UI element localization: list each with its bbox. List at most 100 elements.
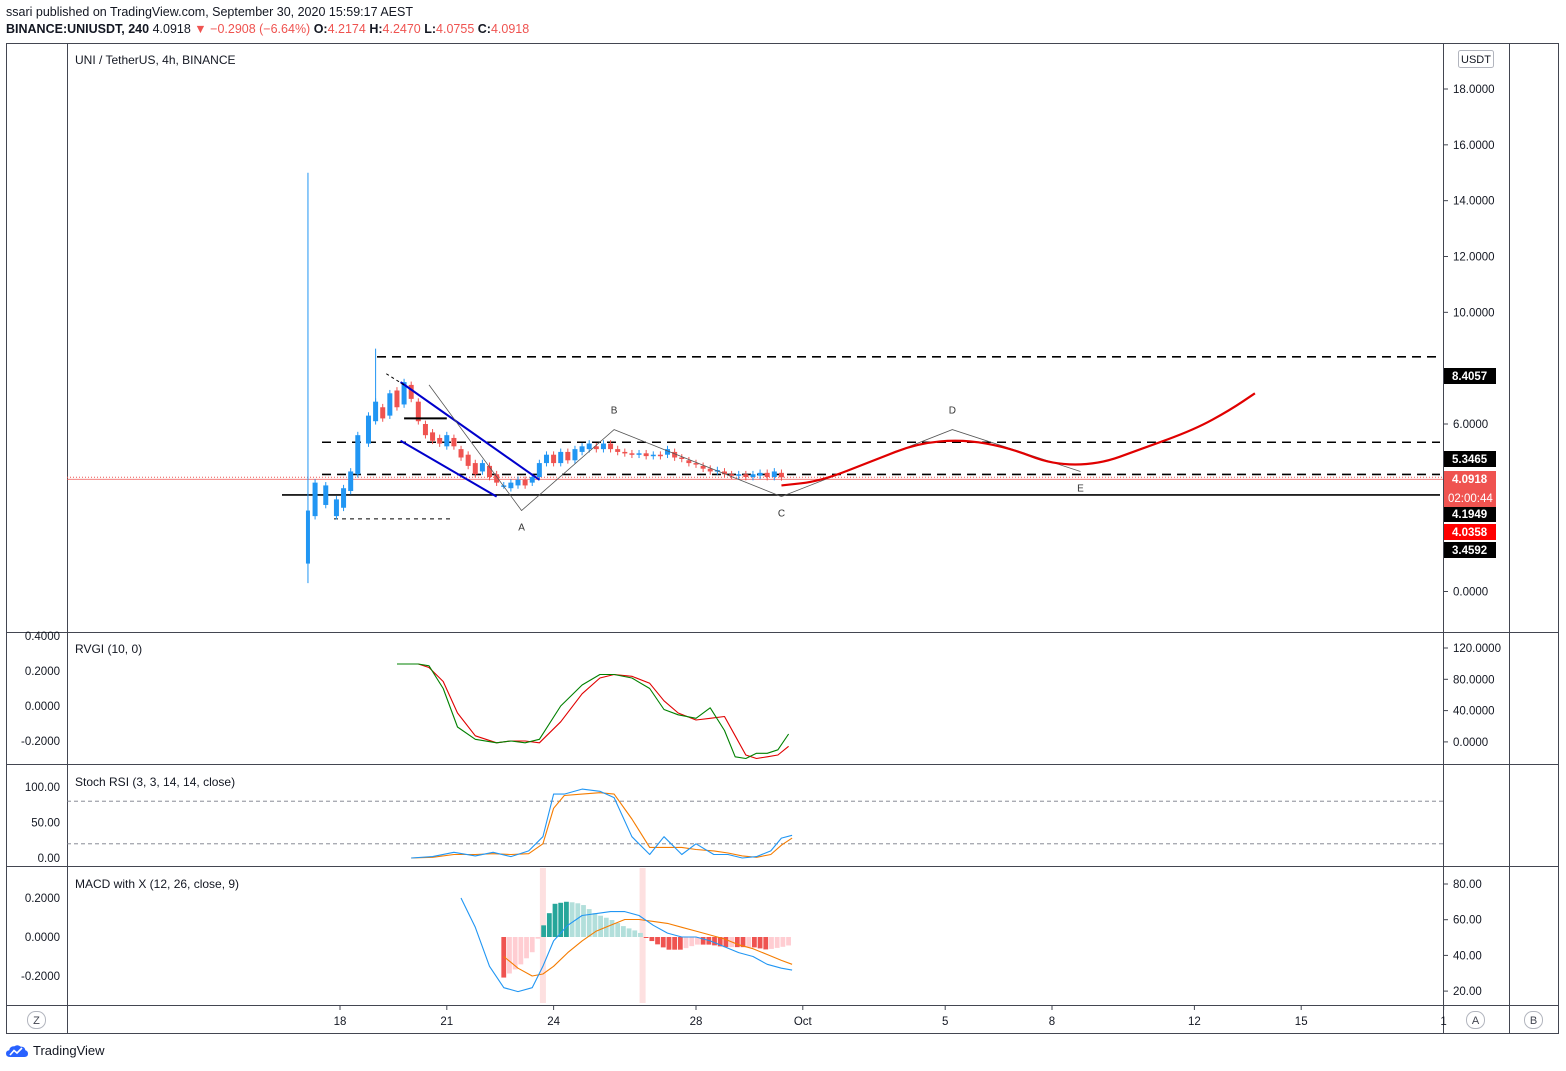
xtick-label-7: 12 <box>1188 1016 1201 1028</box>
macd-hist-bar-22 <box>626 928 632 937</box>
pattern-point-label-3: C <box>778 509 785 520</box>
close-label: C: <box>477 22 491 36</box>
candle-body-8 <box>380 407 386 419</box>
rvgi-ytick-left-2: 0.0000 <box>25 701 60 713</box>
macd-hist-bar-34 <box>695 937 700 945</box>
candle-body-41 <box>615 449 621 452</box>
macd-hist-bar-47 <box>769 937 774 949</box>
macd-hist-bar-37 <box>712 937 717 946</box>
macd-hist-bar-4 <box>524 937 529 959</box>
price-label-1: 5.3465 <box>1452 454 1488 466</box>
time-axis[interactable]: 18 21 24 28 Oct 5 8 12 15 1 <box>334 1005 1447 1028</box>
price-label-bg-1 <box>1444 451 1496 467</box>
candle-body-53 <box>700 465 706 469</box>
stoch-pane: 100.00 50.00 0.00 <box>25 782 1443 865</box>
candle-body-43 <box>629 453 635 455</box>
macd-ytick-left-0: 0.2000 <box>25 893 60 905</box>
main-ytick-label-0: 18.0000 <box>1453 84 1495 96</box>
candle-body-2 <box>333 499 339 517</box>
candle-body-57 <box>729 474 735 476</box>
xtick-label-2: 24 <box>547 1016 560 1028</box>
candle-body-15 <box>430 432 436 441</box>
candle-body-62 <box>764 472 770 478</box>
stoch-ytick-1: 50.00 <box>31 818 60 830</box>
macd-hist-bar-15 <box>586 909 592 937</box>
currency-badge[interactable] <box>1458 50 1494 68</box>
publisher-text: ssari published on TradingView.com, Sept… <box>6 5 413 19</box>
candle-body-26 <box>508 482 514 489</box>
candle-body-24 <box>494 474 500 483</box>
rvgi-pane: 0.4000 0.2000 0.0000 -0.2000 120.0000 80.0000… <box>21 631 1501 760</box>
timezone-button[interactable] <box>27 1011 46 1029</box>
tradingview-brand: TradingView <box>33 1043 105 1058</box>
macd-ytick-right-label-2: 40.00 <box>1453 950 1482 962</box>
candle-body-30 <box>536 463 542 478</box>
rvgi-ytick-left-3: -0.2000 <box>21 736 60 748</box>
currency-label: USDT <box>1461 54 1491 66</box>
macd-hist-bar-2 <box>512 937 518 970</box>
main-ytick-label-1: 16.0000 <box>1453 140 1495 152</box>
candle-body-63 <box>771 471 777 478</box>
candle-body-40 <box>608 443 614 450</box>
open-value: 4.2174 <box>327 22 366 36</box>
chart-frame <box>6 43 1559 1034</box>
candle-body-58 <box>736 474 742 476</box>
symbol-label[interactable]: BINANCE:UNIUSDT, 240 <box>6 22 150 36</box>
candle-body-18 <box>451 437 457 447</box>
rvgi-ytick-right-label-0: 120.0000 <box>1453 643 1501 655</box>
candle-body-44 <box>636 453 642 455</box>
tradingview-cloud-icon <box>6 1044 28 1057</box>
macd-pane: 0.2000 0.0000 -0.2000 80.00 60.00 40.00 20.00 <box>21 868 1482 1003</box>
macd-hist-bar-17 <box>598 915 603 937</box>
candle-body-42 <box>622 451 628 454</box>
candle-body-35 <box>572 449 578 461</box>
macd-hist-bar-20 <box>615 923 621 937</box>
macd-hist-bar-29 <box>666 937 672 950</box>
candle-body-12 <box>408 384 414 399</box>
macd-hist-bar-42 <box>740 937 746 948</box>
price-label-3: 3.4592 <box>1452 545 1487 557</box>
horizontal-levels <box>67 356 1443 520</box>
pattern-point-label-2: B <box>611 406 618 417</box>
rvgi-ytick-right-label-1: 80.0000 <box>1453 674 1495 686</box>
macd-ytick-left-2: -0.2000 <box>21 971 60 983</box>
stoch-k-line <box>411 788 793 859</box>
candle-body-48 <box>665 449 671 455</box>
candle-body-17 <box>444 435 450 447</box>
macd-hist-bar-30 <box>672 937 678 950</box>
main-ytick-label-6: 0.0000 <box>1453 587 1488 599</box>
auto-scale-button[interactable] <box>1466 1011 1485 1029</box>
scale-mode-button[interactable] <box>1524 1011 1543 1029</box>
candle-body-45 <box>643 453 649 457</box>
pattern-zigzag-line <box>428 384 1081 512</box>
macd-hist-bar-49 <box>780 937 786 947</box>
macd-hist-bar-33 <box>689 937 695 947</box>
candle-body-33 <box>558 451 564 464</box>
bar-countdown-label: 02:00:44 <box>1448 493 1493 505</box>
open-label: O: <box>313 22 328 36</box>
candle-body-23 <box>487 465 493 478</box>
candle-body-19 <box>458 449 464 458</box>
tradingview-logo[interactable]: TradingView <box>6 1043 105 1058</box>
rvgi-ytick-left-0: 0.4000 <box>25 631 60 643</box>
main-price-axis[interactable]: 18.0000 16.0000 14.0000 12.0000 10.0000 6.000… <box>1443 84 1495 599</box>
candle-body-14 <box>422 424 428 436</box>
stoch-d-line <box>411 792 793 859</box>
candle-body-49 <box>672 451 678 458</box>
candle-body-10 <box>394 390 400 408</box>
macd-hist-bar-26 <box>649 937 655 942</box>
drawing-tools: A B C D E <box>386 373 1256 534</box>
macd-hist-bar-41 <box>734 937 740 948</box>
macd-hist-bar-44 <box>751 937 757 948</box>
xtick-label-9: 1 <box>1440 1016 1446 1028</box>
macd-hist-bar-46 <box>763 937 769 950</box>
candle-body-37 <box>586 443 592 450</box>
macd-hist-bar-14 <box>581 905 586 937</box>
xtick-label-6: 8 <box>1049 1016 1055 1028</box>
stoch-ytick-2: 0.00 <box>38 853 60 865</box>
change-text: ▼ −0.2908 (−6.64%) <box>194 22 311 36</box>
channel-lower-line <box>400 439 498 498</box>
candle-body-5 <box>355 435 361 475</box>
rvgi-ytick-right-label-2: 40.0000 <box>1453 706 1495 718</box>
